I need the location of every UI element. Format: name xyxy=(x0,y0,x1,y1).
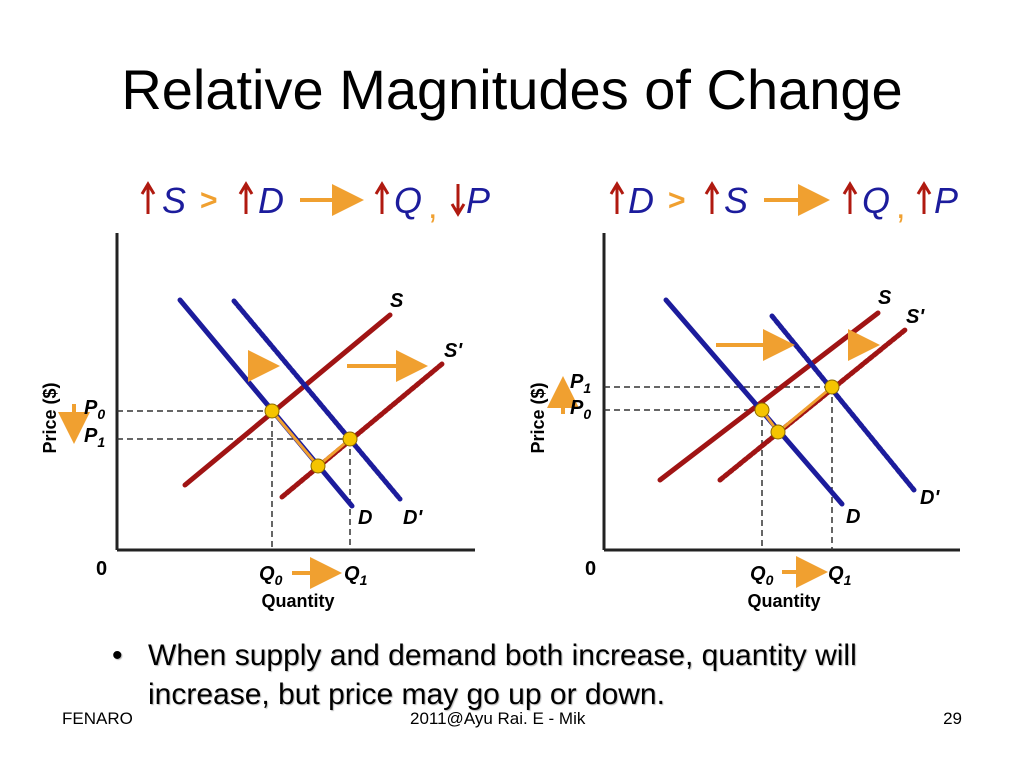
label-s: S xyxy=(878,287,892,309)
supply-shifted-curve xyxy=(279,361,445,500)
y-axis-title: Price ($) xyxy=(40,382,60,453)
slide-title: Relative Magnitudes of Change xyxy=(121,58,903,121)
header-left-term: S xyxy=(162,180,186,221)
header-left: S > D Q , P xyxy=(140,180,490,226)
slide-number: 29 xyxy=(943,709,962,728)
label-d: D xyxy=(846,506,860,528)
header-right: D > S Q , P xyxy=(609,180,958,226)
demand-shifted-curve xyxy=(769,313,917,493)
label-s-shift: S' xyxy=(906,306,925,328)
bullet-dot: • xyxy=(112,639,123,672)
bullet-text: When supply and demand both increase, qu… xyxy=(148,639,857,711)
label-d-shift: D' xyxy=(403,507,423,529)
label-d-shift: D' xyxy=(920,487,940,509)
bullet-point: • When supply and demand both increase, … xyxy=(112,636,912,714)
equilibrium-point-intermediate xyxy=(770,424,786,440)
header-comma: , xyxy=(896,188,905,226)
supply-curve xyxy=(182,312,393,488)
header-quantity: Q xyxy=(862,180,890,221)
equilibrium-point-new xyxy=(342,431,358,447)
header-right-term: S xyxy=(724,180,748,221)
header-quantity: Q xyxy=(394,180,422,221)
label-q0: Q0 xyxy=(259,563,283,588)
label-q1: Q1 xyxy=(344,563,368,588)
guide-lines xyxy=(117,410,351,550)
x-axis-title: Quantity xyxy=(747,591,820,611)
footer-left: FENARO xyxy=(62,709,133,728)
label-s-shift: S' xyxy=(444,340,463,362)
diagram-right: D > S Q , P xyxy=(528,180,960,611)
label-d: D xyxy=(358,507,372,529)
label-p1: P1 xyxy=(570,371,591,396)
label-p1: P1 xyxy=(84,425,105,450)
label-s: S xyxy=(390,290,404,312)
up-arrow-icon xyxy=(609,181,625,214)
diagram-left: S > D Q , P xyxy=(40,180,490,611)
up-arrow-icon xyxy=(704,181,720,214)
header-price: P xyxy=(466,180,490,221)
label-origin: 0 xyxy=(585,558,596,580)
y-axis-title: Price ($) xyxy=(528,382,548,453)
footer-center: 2011@Ayu Rai. E - Mik xyxy=(410,709,586,728)
equilibrium-point-initial xyxy=(754,402,770,418)
demand-curve xyxy=(663,297,845,507)
label-p0: P0 xyxy=(84,397,105,422)
supply-curve xyxy=(657,310,881,483)
label-origin: 0 xyxy=(96,558,107,580)
label-q0: Q0 xyxy=(750,563,774,588)
x-axis-title: Quantity xyxy=(261,591,334,611)
up-arrow-icon xyxy=(916,181,932,214)
guide-lines xyxy=(604,386,833,550)
header-greater-than: > xyxy=(200,184,218,217)
header-price: P xyxy=(934,180,958,221)
down-arrow-icon xyxy=(450,184,466,217)
up-arrow-icon xyxy=(140,181,156,214)
label-p0: P0 xyxy=(570,397,591,422)
demand-shifted-curve xyxy=(231,298,403,502)
up-arrow-icon xyxy=(374,181,390,214)
up-arrow-icon xyxy=(842,181,858,214)
label-q1: Q1 xyxy=(828,563,852,588)
header-left-term: D xyxy=(628,180,654,221)
header-comma: , xyxy=(428,188,437,226)
header-greater-than: > xyxy=(668,184,686,217)
equilibrium-point-initial xyxy=(264,403,280,419)
equilibrium-point-intermediate xyxy=(310,458,326,474)
up-arrow-icon xyxy=(238,181,254,214)
header-right-term: D xyxy=(258,180,284,221)
equilibrium-point-new xyxy=(824,379,840,395)
demand-curve xyxy=(177,297,355,509)
